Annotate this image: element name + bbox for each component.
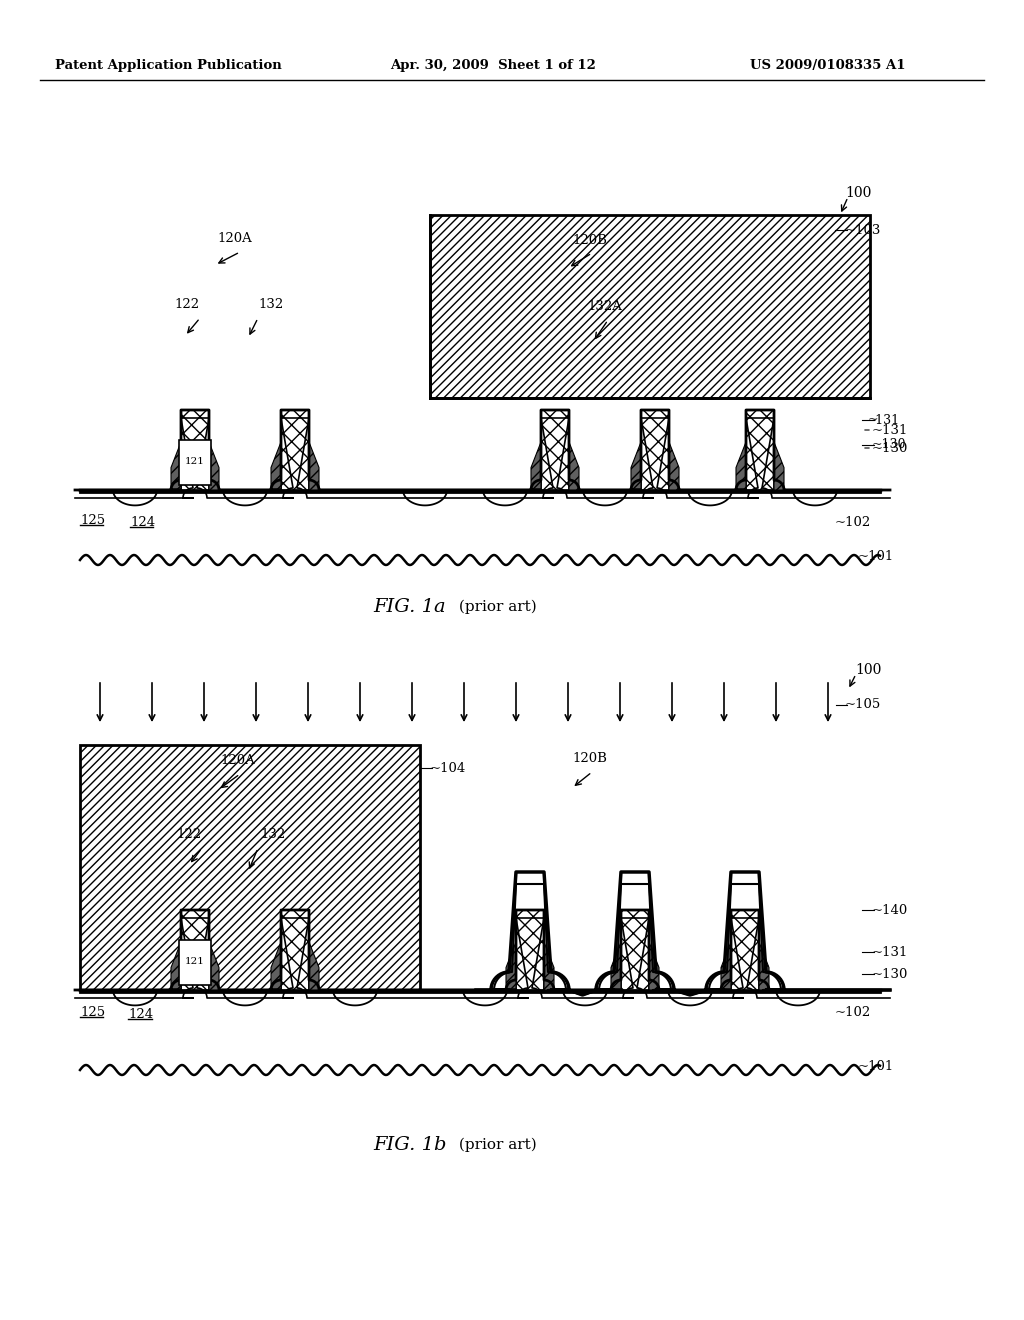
Polygon shape bbox=[721, 942, 731, 990]
Text: ~104: ~104 bbox=[430, 762, 466, 775]
Polygon shape bbox=[209, 942, 219, 990]
Text: 120A: 120A bbox=[220, 754, 255, 767]
Text: 121: 121 bbox=[185, 458, 205, 466]
Text: ~130: ~130 bbox=[872, 968, 908, 981]
Text: ~105: ~105 bbox=[845, 698, 882, 711]
Bar bbox=[541, 411, 569, 490]
Bar bbox=[746, 411, 774, 490]
Bar bbox=[179, 440, 211, 484]
Bar bbox=[621, 909, 649, 990]
Text: ~102: ~102 bbox=[835, 1006, 871, 1019]
Text: 122: 122 bbox=[177, 829, 202, 842]
Text: 100: 100 bbox=[845, 186, 871, 201]
Text: 120B: 120B bbox=[572, 751, 607, 764]
Text: ~: ~ bbox=[868, 413, 879, 426]
Polygon shape bbox=[544, 942, 554, 990]
Polygon shape bbox=[759, 942, 769, 990]
Polygon shape bbox=[531, 442, 541, 490]
Polygon shape bbox=[506, 942, 516, 990]
Polygon shape bbox=[271, 942, 281, 990]
Bar bbox=[430, 215, 870, 399]
Text: ~131: ~131 bbox=[872, 424, 908, 437]
Text: ~130: ~130 bbox=[872, 441, 908, 454]
Text: Patent Application Publication: Patent Application Publication bbox=[55, 58, 282, 71]
Bar bbox=[80, 744, 420, 990]
Text: 120A: 120A bbox=[218, 231, 252, 244]
Text: ~101: ~101 bbox=[858, 549, 894, 562]
Text: FIG. 1a: FIG. 1a bbox=[374, 598, 446, 616]
Bar bbox=[281, 909, 309, 990]
Text: (prior art): (prior art) bbox=[454, 1138, 537, 1152]
Polygon shape bbox=[209, 442, 219, 490]
Text: 132A: 132A bbox=[588, 301, 623, 314]
Bar bbox=[181, 909, 209, 990]
Bar bbox=[516, 909, 544, 990]
Text: (prior art): (prior art) bbox=[454, 599, 537, 614]
Text: 132: 132 bbox=[260, 829, 286, 842]
Bar bbox=[731, 909, 759, 990]
Bar bbox=[181, 411, 209, 490]
Polygon shape bbox=[171, 942, 181, 990]
Polygon shape bbox=[631, 442, 641, 490]
Bar bbox=[179, 940, 211, 985]
Text: ~102: ~102 bbox=[835, 516, 871, 528]
Polygon shape bbox=[569, 442, 579, 490]
Text: 122: 122 bbox=[175, 298, 200, 312]
Text: ~103: ~103 bbox=[845, 223, 882, 236]
Polygon shape bbox=[611, 942, 621, 990]
Bar bbox=[281, 411, 309, 490]
Text: FIG. 1b: FIG. 1b bbox=[374, 1137, 446, 1154]
Text: 120B: 120B bbox=[572, 234, 607, 247]
Text: 121: 121 bbox=[185, 957, 205, 966]
Text: -131: -131 bbox=[872, 413, 900, 426]
Text: 125: 125 bbox=[80, 1006, 105, 1019]
Text: 124: 124 bbox=[128, 1007, 154, 1020]
Polygon shape bbox=[171, 442, 181, 490]
Polygon shape bbox=[649, 942, 659, 990]
Text: ~101: ~101 bbox=[858, 1060, 894, 1072]
Polygon shape bbox=[309, 442, 319, 490]
Text: 125: 125 bbox=[80, 513, 105, 527]
Polygon shape bbox=[736, 442, 746, 490]
Text: 100: 100 bbox=[855, 663, 882, 677]
Text: US 2009/0108335 A1: US 2009/0108335 A1 bbox=[750, 58, 905, 71]
Text: Apr. 30, 2009  Sheet 1 of 12: Apr. 30, 2009 Sheet 1 of 12 bbox=[390, 58, 596, 71]
Text: ~131: ~131 bbox=[872, 945, 908, 958]
Polygon shape bbox=[309, 942, 319, 990]
Text: ~140: ~140 bbox=[872, 903, 908, 916]
Text: 132: 132 bbox=[258, 298, 284, 312]
Bar bbox=[641, 411, 669, 490]
Polygon shape bbox=[669, 442, 679, 490]
Text: ~130: ~130 bbox=[872, 438, 906, 451]
Polygon shape bbox=[774, 442, 784, 490]
Polygon shape bbox=[271, 442, 281, 490]
Text: 124: 124 bbox=[130, 516, 155, 528]
